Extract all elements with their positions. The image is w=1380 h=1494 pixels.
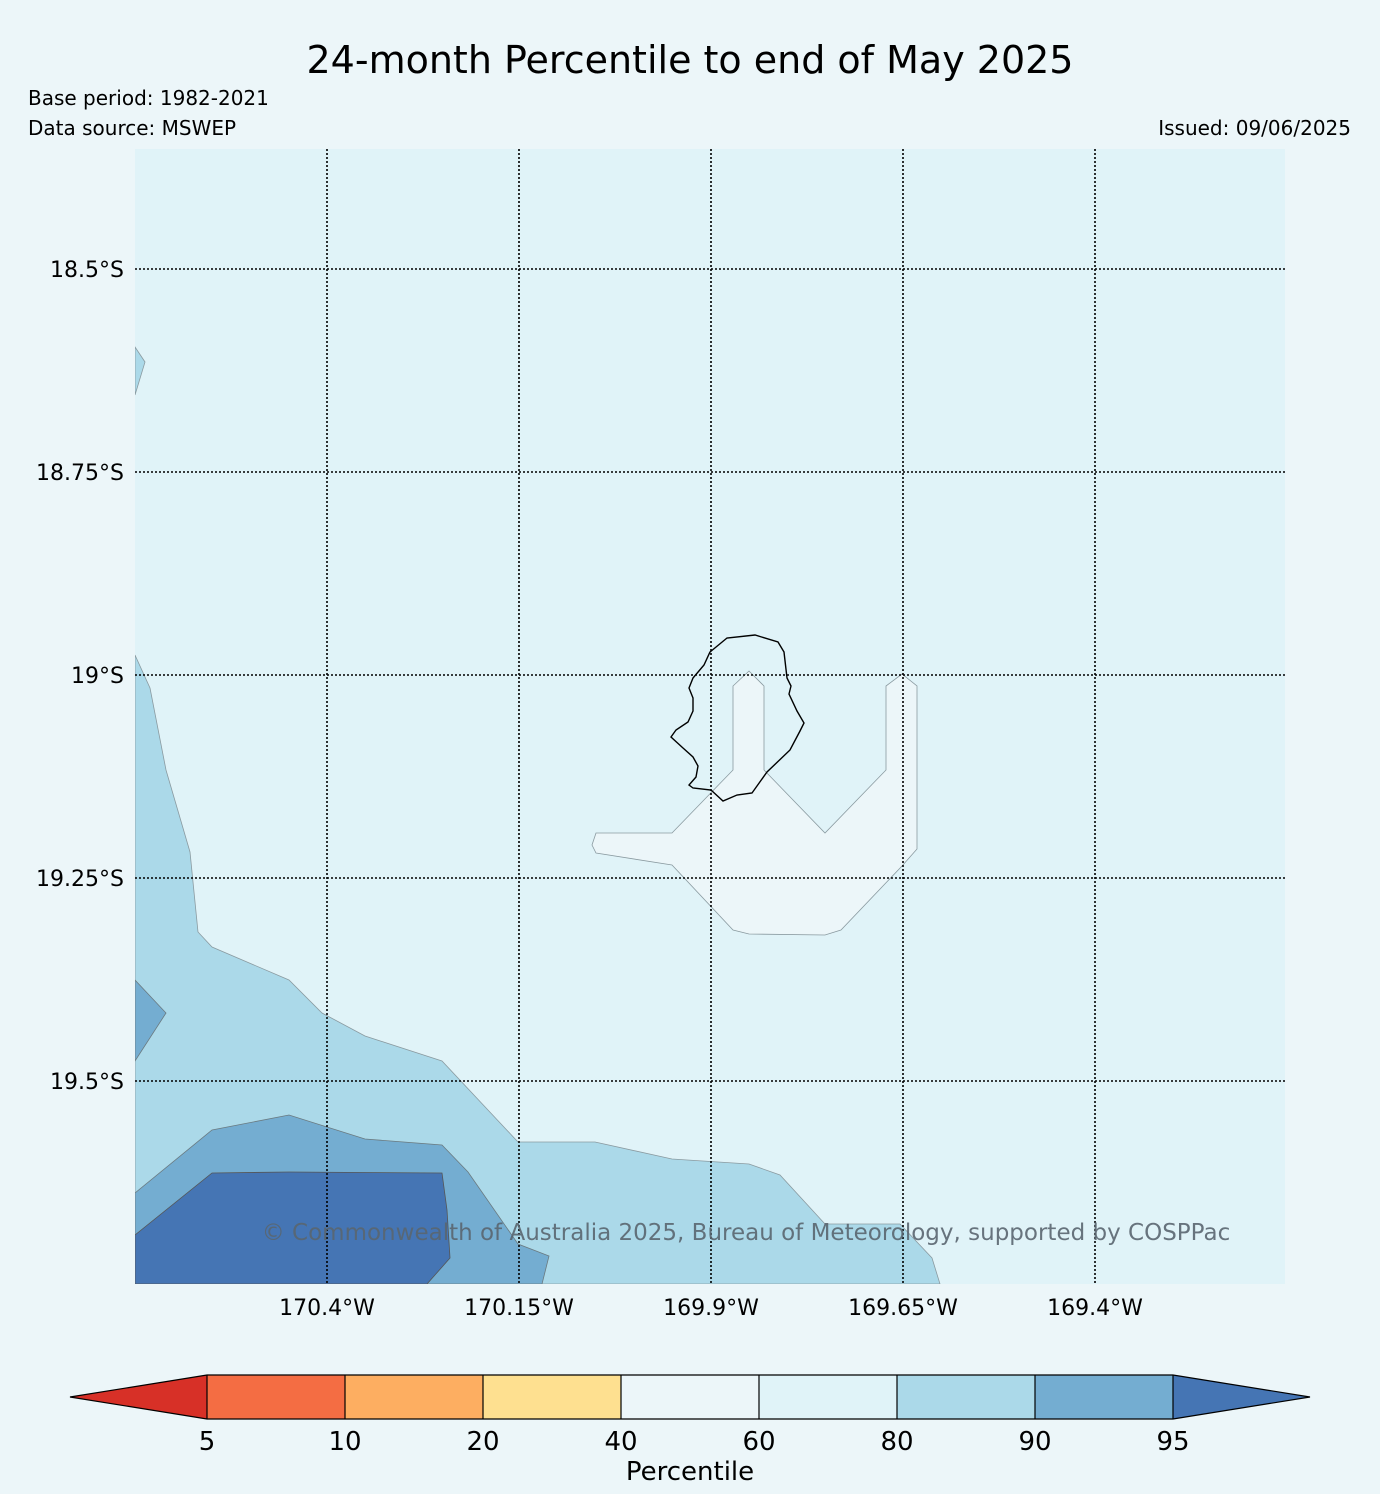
- contour-40-60: [591, 670, 918, 936]
- issued-date-text: Issued: 09/06/2025: [1158, 116, 1351, 140]
- lon-label-170-4: 170.4°W: [279, 1296, 375, 1321]
- colorbar-extend-low: [70, 1375, 207, 1419]
- colorbar-tick-90: 90: [1018, 1427, 1051, 1457]
- lon-label-169-4: 169.4°W: [1047, 1296, 1143, 1321]
- colorbar-tick-20: 20: [466, 1427, 499, 1457]
- colorbar-segment-40-60: [621, 1375, 759, 1419]
- colorbar-tick-5: 5: [199, 1427, 216, 1457]
- colorbar-segment-20-40: [483, 1375, 621, 1419]
- base-period-text: Base period: 1982-2021: [28, 86, 269, 110]
- longitude-labels: 170.4°W 170.15°W 169.9°W 169.65°W 169.4°…: [279, 1296, 1143, 1321]
- colorbar-tick-40: 40: [604, 1427, 637, 1457]
- contour-80-90-northwest: [135, 346, 146, 396]
- data-source-text: Data source: MSWEP: [28, 116, 237, 140]
- lat-label-19: 19°S: [71, 664, 124, 689]
- map-panel: © Commonwealth of Australia 2025, Bureau…: [135, 149, 1285, 1284]
- contour-90-95-west-patch: [135, 979, 167, 1062]
- contour-95-plus: [135, 1171, 451, 1284]
- lat-label-19-5: 19.5°S: [50, 1070, 124, 1095]
- colorbar-segment-60-80: [759, 1375, 897, 1419]
- copyright-credit: © Commonwealth of Australia 2025, Bureau…: [262, 1220, 1231, 1246]
- colorbar-title: Percentile: [626, 1457, 754, 1487]
- map-title: 24-month Percentile to end of May 2025: [306, 38, 1074, 82]
- gridlines: [135, 149, 1285, 1284]
- colorbar-tick-95: 95: [1156, 1427, 1189, 1457]
- lon-label-169-65: 169.65°W: [848, 1296, 958, 1321]
- lon-label-169-9: 169.9°W: [663, 1296, 759, 1321]
- colorbar-segment-5-10: [207, 1375, 345, 1419]
- colorbar-segment-10-20: [345, 1375, 483, 1419]
- lat-label-18-5: 18.5°S: [50, 258, 124, 283]
- latitude-labels: 18.5°S 18.75°S 19°S 19.25°S 19.5°S: [36, 258, 124, 1095]
- colorbar: 5 10 20 40 60 80 90 95 Percentile: [69, 1374, 1311, 1487]
- colorbar-tick-10: 10: [328, 1427, 361, 1457]
- colorbar-extend-high: [1173, 1375, 1310, 1419]
- lat-label-19-25: 19.25°S: [36, 867, 124, 892]
- colorbar-tick-60: 60: [742, 1427, 775, 1457]
- lat-label-18-75: 18.75°S: [36, 461, 124, 486]
- island-coastline: [670, 634, 805, 802]
- lon-label-170-15: 170.15°W: [464, 1296, 574, 1321]
- colorbar-segment-80-90: [897, 1375, 1035, 1419]
- colorbar-tick-80: 80: [880, 1427, 913, 1457]
- colorbar-segment-90-95: [1035, 1375, 1173, 1419]
